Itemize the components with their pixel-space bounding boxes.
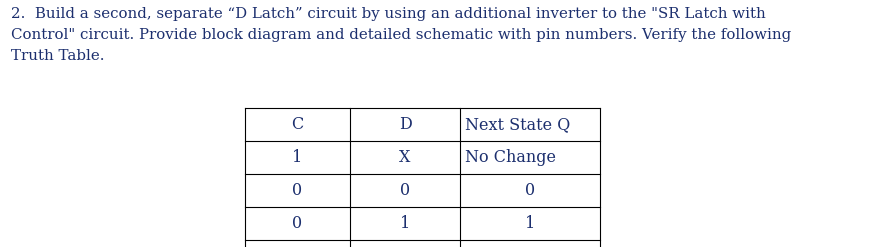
Text: 1: 1 bbox=[525, 215, 536, 232]
Text: 0: 0 bbox=[292, 215, 303, 232]
Text: 0: 0 bbox=[400, 182, 410, 199]
Text: X: X bbox=[399, 149, 410, 166]
Text: C: C bbox=[291, 116, 304, 133]
Text: 0: 0 bbox=[525, 182, 536, 199]
Text: No Change: No Change bbox=[465, 149, 556, 166]
Text: 0: 0 bbox=[292, 182, 303, 199]
Text: 2.  Build a second, separate “D Latch” circuit by using an additional inverter t: 2. Build a second, separate “D Latch” ci… bbox=[11, 7, 792, 63]
Text: 1: 1 bbox=[400, 215, 410, 232]
Text: D: D bbox=[399, 116, 411, 133]
Text: 1: 1 bbox=[292, 149, 303, 166]
Text: Next State Q: Next State Q bbox=[465, 116, 570, 133]
